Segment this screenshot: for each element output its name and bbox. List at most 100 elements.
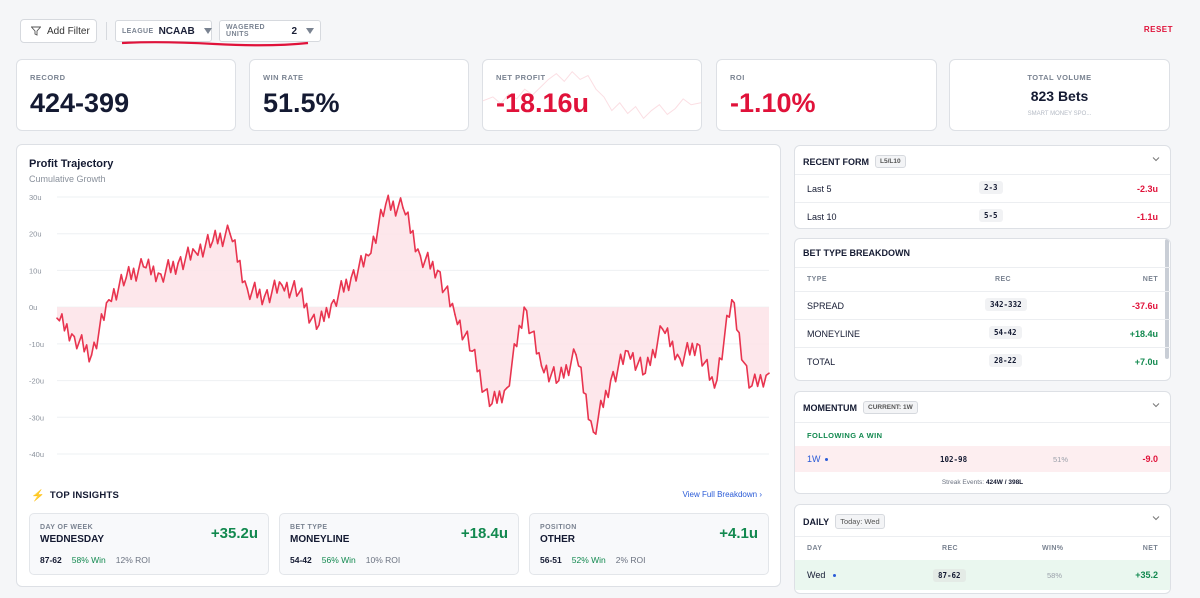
table-row: Wed 87-62 58% +35.2 [795, 560, 1170, 590]
kpi-value: 51.5% [263, 88, 340, 118]
data-point [436, 269, 439, 272]
bet-type-record: 28-22 [989, 354, 1022, 367]
insight-stats: 87-62 58% Win 12% ROI [40, 555, 150, 565]
insight-stats: 56-51 52% Win 2% ROI [540, 555, 646, 565]
momentum-streak: 1W [807, 454, 821, 464]
data-point [419, 254, 422, 257]
insight-record: 87-62 [40, 555, 62, 565]
data-point [696, 343, 698, 345]
insight-label: BET TYPE [290, 524, 328, 531]
data-point [281, 284, 283, 286]
column-header: NET [1142, 545, 1158, 552]
top-insights-heading: ⚡ TOP INSIGHTS [31, 489, 119, 502]
data-point [609, 379, 612, 382]
units-filter-pill[interactable]: WAGERED UNITS 2 [219, 20, 321, 42]
filter-toolbar: Add Filter LEAGUE NCAAB WAGERED UNITS 2 … [20, 19, 1180, 47]
insight-card[interactable]: POSITION OTHER +4.1u 56-51 52% Win 2% RO… [529, 513, 769, 575]
column-header: WIN% [1042, 545, 1064, 552]
reset-button[interactable]: RESET [1143, 25, 1173, 34]
list-item: Last 5 2-3 -2.3u [795, 174, 1170, 202]
bet-type-net: -37.6u [1131, 301, 1158, 311]
data-point [730, 299, 733, 301]
data-point [73, 335, 76, 338]
panel-tag: CURRENT: 1W [863, 401, 918, 414]
daily-net: +35.2 [1135, 570, 1158, 580]
insight-card[interactable]: DAY OF WEEK WEDNESDAY +35.2u 87-62 58% W… [29, 513, 269, 575]
bet-type-net: +7.0u [1134, 357, 1158, 367]
insight-amount: +4.1u [719, 525, 758, 542]
chevron-down-icon[interactable] [1152, 401, 1160, 409]
league-filter-key: LEAGUE [122, 27, 154, 35]
table-row: SPREAD 342-332 -37.6u [795, 291, 1170, 319]
recent-form-header: RECENT FORM L5/L10 [803, 155, 906, 168]
momentum-header: MOMENTUM CURRENT: 1W [803, 401, 918, 414]
form-net: -1.1u [1136, 212, 1158, 222]
insight-amount: +18.4u [460, 525, 508, 542]
recent-form-panel: RECENT FORM L5/L10 Last 5 2-3 -2.3u Last… [794, 145, 1171, 229]
bet-type-panel: BET TYPE BREAKDOWN TYPE REC NET SPREAD 3… [794, 238, 1171, 381]
insight-win: 56% Win [321, 555, 356, 565]
data-point [263, 295, 266, 297]
chevron-down-icon[interactable] [1152, 514, 1160, 522]
bet-type-name: SPREAD [807, 301, 845, 311]
chevron-down-icon[interactable] [1152, 155, 1160, 163]
kpi-subtext: SMART MONEY SPO... [1027, 111, 1092, 117]
form-record: 5-5 [979, 209, 1003, 222]
column-header: DAY [807, 545, 823, 552]
daily-header: DAILY Today: Wed [803, 514, 885, 529]
data-point [679, 357, 681, 360]
data-point [540, 365, 543, 367]
profit-chart[interactable]: 30u 20u 10u 0u -10u -20u -30u -40u [17, 185, 780, 465]
y-tick-label: -10u [29, 340, 44, 349]
add-filter-button[interactable]: Add Filter [20, 19, 97, 43]
status-dot [825, 458, 828, 461]
momentum-record: 102-98 [940, 455, 968, 464]
daily-pct: 58% [1047, 571, 1063, 580]
add-filter-label: Add Filter [47, 25, 90, 37]
bet-type-record: 54-42 [989, 326, 1022, 339]
insight-win: 58% Win [71, 555, 106, 565]
top-insights-title: TOP INSIGHTS [49, 490, 119, 501]
y-tick-label: -40u [29, 450, 44, 459]
data-point [506, 387, 508, 389]
panel-title: DAILY [803, 516, 830, 527]
kpi-win-rate: WIN RATE 51.5% [249, 59, 469, 131]
daily-panel: DAILY Today: Wed DAY REC WIN% NET Wed 87… [794, 504, 1171, 594]
kpi-value: 823 Bets [1030, 88, 1089, 104]
column-header: REC [942, 545, 958, 552]
bet-type-net: +18.4u [1129, 329, 1158, 339]
table-row: MONEYLINE 54-42 +18.4u [795, 319, 1170, 347]
lightning-icon: ⚡ [31, 490, 45, 502]
red-underline-annotation [121, 41, 309, 47]
kpi-label: WIN RATE [263, 73, 304, 82]
chart-title: Profit Trajectory [29, 158, 114, 170]
column-header: NET [1142, 276, 1158, 283]
insight-stats: 54-42 56% Win 10% ROI [290, 555, 400, 565]
chevron-down-icon[interactable] [306, 28, 314, 34]
insight-card[interactable]: BET TYPE MONEYLINE +18.4u 54-42 56% Win … [279, 513, 519, 575]
profit-line [56, 194, 770, 435]
momentum-section-label: FOLLOWING A WIN [807, 431, 883, 440]
streak-value: 424W / 398L [985, 479, 1024, 486]
insight-roi: 12% ROI [115, 555, 151, 565]
data-point [211, 240, 214, 242]
streak-label: Streak Events: [941, 479, 985, 486]
bet-type-name: MONEYLINE [807, 329, 861, 339]
filter-icon [31, 26, 41, 36]
divider [795, 422, 1170, 423]
table-header: DAY REC WIN% NET [795, 536, 1170, 560]
data-point [298, 291, 301, 294]
panel-scrollbar[interactable] [1165, 239, 1169, 359]
daily-day: Wed [807, 570, 826, 580]
kpi-label: TOTAL VOLUME [1027, 73, 1092, 82]
data-point [644, 372, 647, 375]
insight-record: 56-51 [540, 555, 562, 565]
y-tick-label: 0u [29, 303, 37, 312]
bet-type-record: 342-332 [985, 298, 1027, 311]
data-point [592, 431, 595, 433]
data-point [488, 405, 491, 408]
form-net: -2.3u [1136, 184, 1158, 194]
momentum-net: -9.0 [1142, 454, 1158, 464]
view-full-breakdown-link[interactable]: View Full Breakdown › [682, 490, 762, 499]
chevron-down-icon[interactable] [203, 28, 212, 34]
